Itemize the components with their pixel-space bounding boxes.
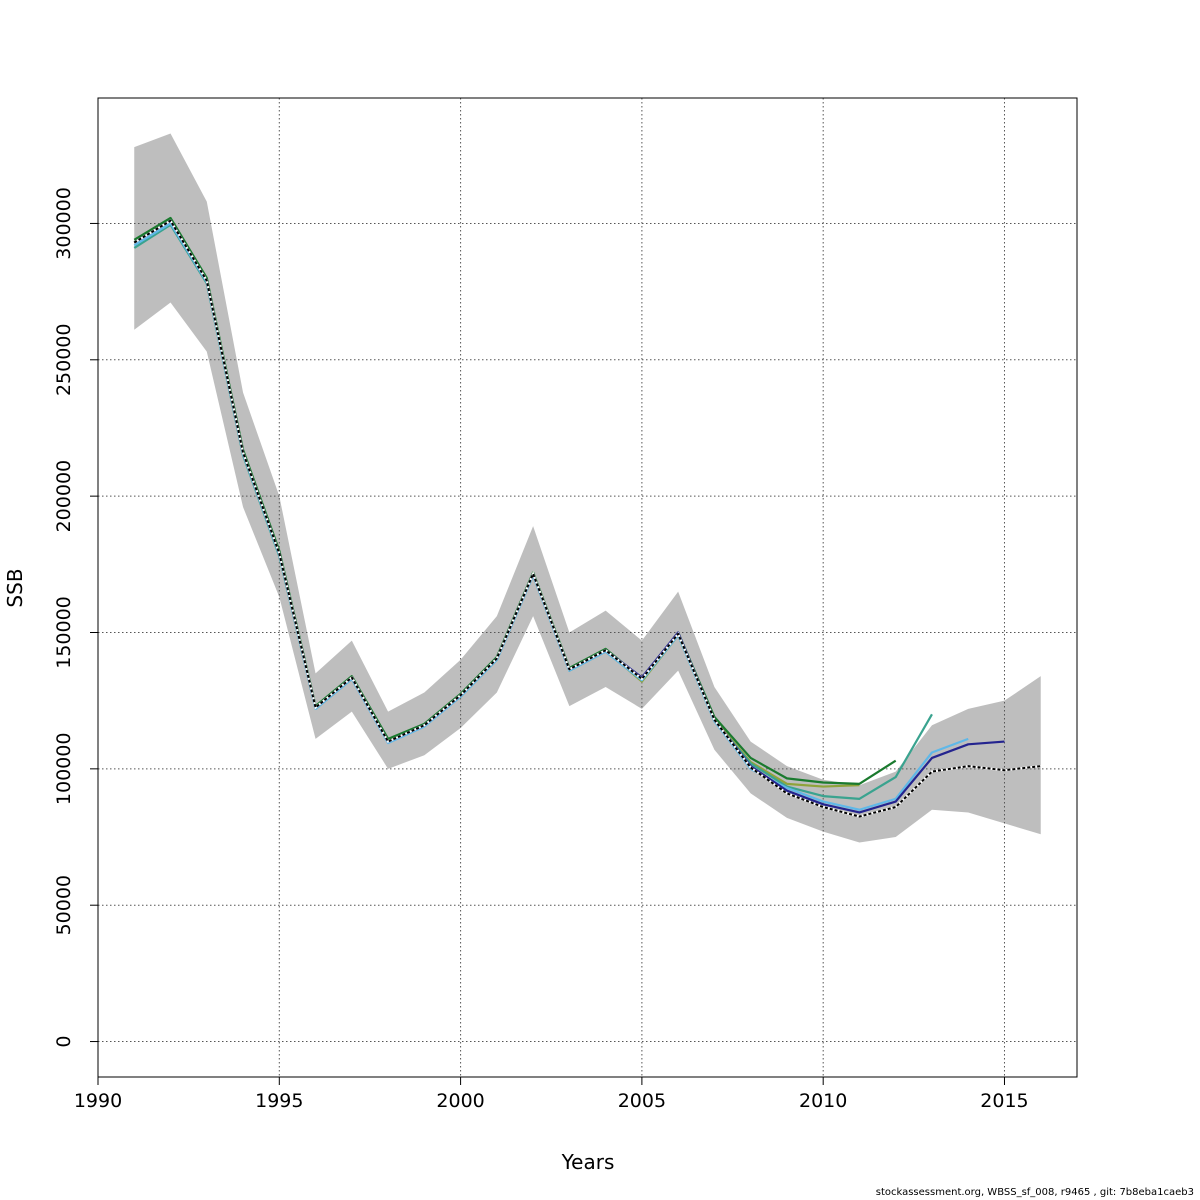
x-tick-label: 1990	[74, 1090, 122, 1112]
y-tick-label: 150000	[53, 596, 75, 669]
x-tick-label: 1995	[255, 1090, 303, 1112]
series-line-0	[133, 219, 1041, 818]
x-axis: 1990 1995 2000 2005 2010 2015	[74, 1077, 1029, 1112]
y-tick-label: 200000	[53, 460, 75, 533]
x-tick-label: 2000	[436, 1090, 484, 1112]
x-tick-label: 2010	[799, 1090, 847, 1112]
footer-credit: stockassessment.org, WBSS_sf_008, r9465 …	[875, 1187, 1194, 1198]
y-tick-label: 0	[53, 1036, 75, 1048]
x-tick-label: 2015	[980, 1090, 1028, 1112]
plot-frame	[97, 97, 1078, 1078]
y-axis: 0 50000 100000 150000 200000 250000 300000	[53, 187, 98, 1048]
y-axis-title: SSB	[3, 568, 27, 607]
series-layer	[133, 216, 1041, 818]
x-tick-label: 2005	[618, 1090, 666, 1112]
confidence-band-layer	[134, 133, 1041, 843]
y-tick-label: 250000	[53, 324, 75, 397]
y-tick-label: 50000	[53, 875, 75, 935]
x-axis-title: Years	[561, 1150, 615, 1174]
y-tick-label: 100000	[53, 733, 75, 806]
confidence-band	[134, 133, 1041, 843]
y-tick-label: 300000	[53, 187, 75, 260]
grid-layer	[98, 98, 1077, 1077]
